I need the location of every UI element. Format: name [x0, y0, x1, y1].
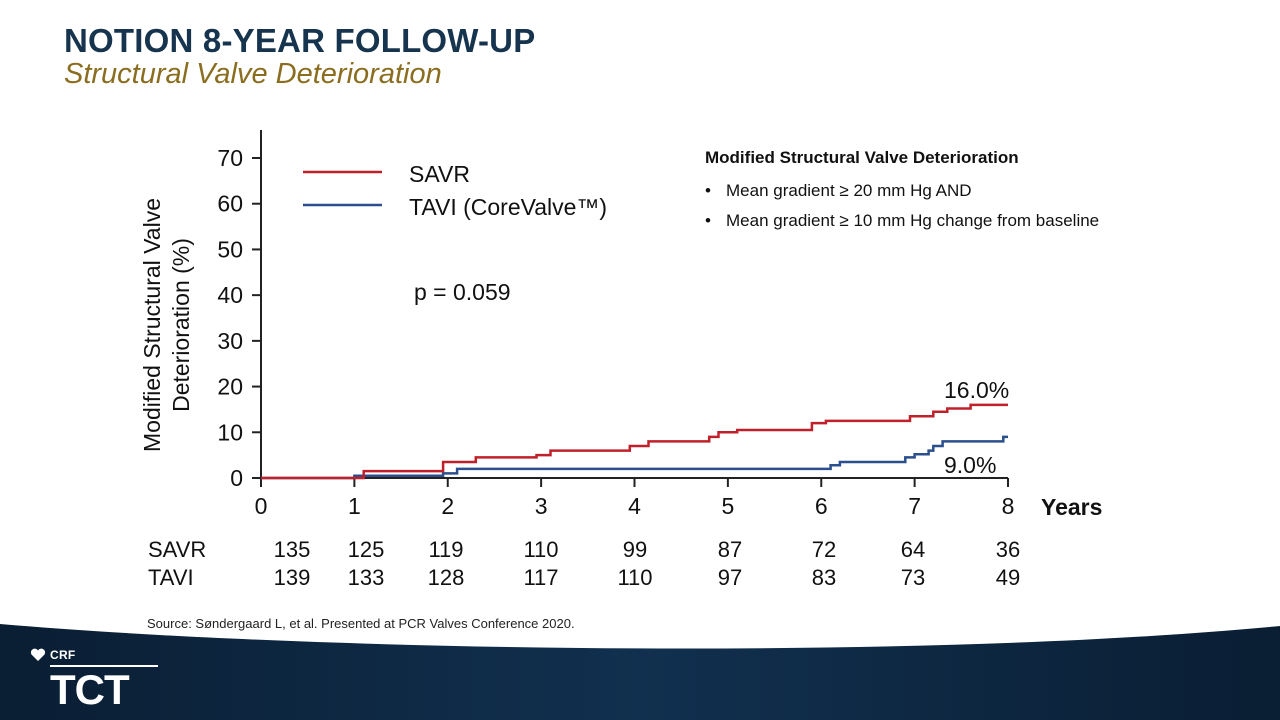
x-tick-label: 8: [1002, 493, 1015, 519]
risk-table-cell: 83: [812, 565, 836, 590]
x-tick-label: 4: [628, 493, 641, 519]
risk-table-cell: 117: [523, 565, 558, 590]
risk-table-row-label: TAVI: [148, 565, 194, 590]
risk-table-cell: 73: [901, 565, 925, 590]
risk-table-cell: 72: [812, 537, 836, 562]
x-tick-label: 3: [535, 493, 548, 519]
p-value-annotation: p = 0.059: [414, 279, 511, 305]
legend-label: TAVI (CoreValve™): [409, 194, 607, 220]
logo-divider: [50, 665, 158, 667]
risk-table-cell: 87: [718, 537, 742, 562]
km-chart: 0 10 20 30 40 50 60 70 0 1 2 3 4 5 6 7 8 Years Modified St…: [139, 130, 1102, 590]
series-line-savr: [261, 403, 1008, 480]
risk-table-cell: 110: [617, 565, 652, 590]
risk-table-cell: 36: [996, 537, 1020, 562]
bullet-icon: •: [705, 181, 711, 200]
definition-box: Modified Structural Valve Deterioration …: [705, 148, 1099, 241]
y-tick-label: 10: [217, 419, 243, 445]
crf-label: CRF: [50, 648, 76, 662]
y-tick-label: 50: [217, 236, 243, 262]
y-tick-label: 20: [217, 374, 243, 400]
y-tick-label: 40: [217, 282, 243, 308]
x-tick-label: 7: [908, 493, 921, 519]
y-axis-label-line: Modified Structural Valve: [139, 198, 165, 452]
risk-table-cell: 128: [428, 565, 465, 590]
source-note: Source: Søndergaard L, et al. Presented …: [147, 616, 575, 631]
risk-table-cell: 49: [996, 565, 1020, 590]
x-tick-label: 5: [721, 493, 734, 519]
risk-table-cell: 119: [428, 537, 463, 562]
definition-text: Mean gradient ≥ 10 mm Hg change from bas…: [726, 211, 1100, 230]
y-axis-label-line: Deterioration (%): [168, 238, 194, 412]
end-label-savr: 16.0%: [944, 377, 1009, 403]
y-axis-label: Modified Structural Valve Deterioration (…: [139, 198, 194, 452]
y-tick-label: 30: [217, 328, 243, 354]
risk-table-cell: 133: [348, 565, 385, 590]
series-line-tavi: [261, 435, 1008, 480]
y-tick-label: 60: [217, 191, 243, 217]
x-axis-label: Years: [1041, 494, 1102, 520]
y-tick-label: 0: [230, 465, 243, 491]
risk-table-cell: 135: [274, 537, 311, 562]
definition-heading: Modified Structural Valve Deterioration: [705, 148, 1019, 167]
x-tick-label: 0: [255, 493, 268, 519]
end-label-tavi: 9.0%: [944, 452, 996, 478]
definition-item: • Mean gradient ≥ 20 mm Hg AND: [705, 181, 1099, 201]
x-tick-label: 6: [815, 493, 828, 519]
x-tick-label: 1: [348, 493, 361, 519]
risk-table-cell: 99: [623, 537, 647, 562]
tct-label: TCT: [50, 666, 130, 713]
risk-table-cell: 139: [274, 565, 311, 590]
footer-wave: [0, 624, 1280, 720]
definition-list: • Mean gradient ≥ 20 mm Hg AND • Mean grad…: [705, 181, 1099, 231]
risk-table-cell: 97: [718, 565, 742, 590]
definition-item: • Mean gradient ≥ 10 mm Hg change from ba…: [705, 211, 1099, 231]
footer-band: [0, 610, 1280, 720]
definition-text: Mean gradient ≥ 20 mm Hg AND: [726, 181, 972, 200]
risk-table-cell: 110: [523, 537, 558, 562]
y-tick-label: 70: [217, 145, 243, 171]
risk-table-row-label: SAVR: [148, 537, 206, 562]
slide-subtitle: Structural Valve Deterioration: [64, 58, 442, 90]
slide-title: NOTION 8-YEAR FOLLOW-UP: [64, 22, 536, 59]
risk-table-cell: 125: [348, 537, 385, 562]
heart-icon: [30, 648, 46, 661]
risk-table-cell: 64: [901, 537, 925, 562]
x-tick-label: 2: [441, 493, 454, 519]
bullet-icon: •: [705, 211, 711, 230]
legend-label: SAVR: [409, 161, 470, 187]
